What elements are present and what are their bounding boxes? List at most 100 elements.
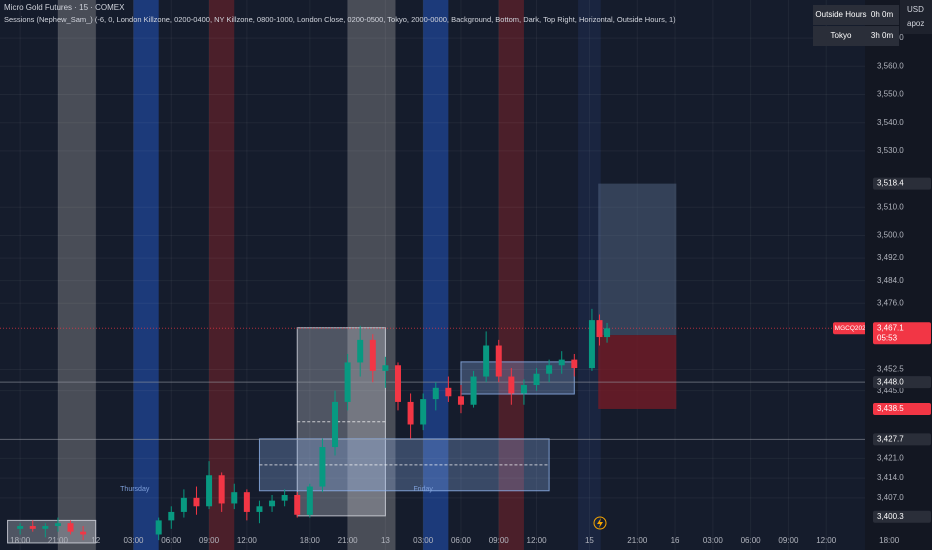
range-box xyxy=(460,361,575,395)
price-badge xyxy=(873,402,931,415)
background-layer xyxy=(0,0,865,550)
price-badge xyxy=(873,177,931,190)
x-tick-label: 21:00 xyxy=(48,536,69,545)
x-tick-label: 16 xyxy=(671,536,680,545)
candle-body xyxy=(319,447,326,487)
table-cell: Tokyo xyxy=(831,31,852,40)
x-tick-label: 12:00 xyxy=(816,536,837,545)
y-tick-label: 3,414.0 xyxy=(877,473,904,482)
price-badge-label: 3,448.0 xyxy=(877,377,904,386)
candle-body xyxy=(193,497,200,507)
session-band xyxy=(423,0,449,550)
symbol-label: MGCQ2025 xyxy=(835,325,870,332)
x-tick-label: 18:00 xyxy=(879,536,900,545)
x-tick-label: 12:00 xyxy=(527,536,548,545)
candle-body xyxy=(306,486,313,515)
y-tick-label: 3,452.5 xyxy=(877,365,904,374)
x-tick-label: 21:00 xyxy=(338,536,359,545)
last-price-badge xyxy=(873,322,931,345)
candle-body xyxy=(243,492,250,512)
candle-body xyxy=(470,376,477,405)
price-axis xyxy=(865,0,932,550)
symbol-badge xyxy=(833,322,871,335)
candle-body xyxy=(495,345,502,377)
x-tick-label: 09:00 xyxy=(778,536,799,545)
x-tick-label: 09:00 xyxy=(199,536,220,545)
day-label: Thursday xyxy=(120,486,150,493)
session-band xyxy=(209,0,235,550)
candle-body xyxy=(17,526,24,529)
lightning-icon[interactable] xyxy=(593,516,607,530)
currency-box[interactable] xyxy=(900,0,932,34)
candle-body xyxy=(332,401,339,448)
y-tick-label: 3,476.0 xyxy=(877,298,904,307)
candle-body xyxy=(445,387,452,397)
x-tick-label: 06:00 xyxy=(161,536,182,545)
table-row xyxy=(813,5,899,25)
candle-body xyxy=(256,506,263,512)
last-price-label: 3,467.1 xyxy=(877,323,904,332)
session-table: Outside Hours 0h 0m Tokyo 3h 0m xyxy=(813,5,899,46)
x-tick-label: 18:00 xyxy=(10,536,31,545)
y-tick-label: 3,510.0 xyxy=(877,202,904,211)
table-cell: 3h 0m xyxy=(871,31,894,40)
price-badge-label: 3,427.7 xyxy=(877,435,904,444)
table-row xyxy=(813,26,899,46)
candle-body xyxy=(42,526,49,529)
candle-body xyxy=(231,492,238,504)
x-tick-label: 12:00 xyxy=(237,536,258,545)
candle-body xyxy=(457,396,464,405)
price-badge xyxy=(873,433,931,446)
chart-title: Micro Gold Futures · 15 · COMEX xyxy=(4,3,125,12)
price-badge-label: 3,518.4 xyxy=(877,179,904,188)
candle-body xyxy=(218,475,225,504)
candle-body xyxy=(483,345,490,377)
countdown: 05:53 xyxy=(877,333,898,342)
y-tick-label: 3,560.0 xyxy=(877,61,904,70)
price-badge xyxy=(873,376,931,389)
session-band xyxy=(133,0,159,550)
price-badge-label: 3,400.3 xyxy=(877,512,904,521)
x-tick-label: 12 xyxy=(91,536,100,545)
y-tick-label: 3,445.0 xyxy=(877,386,904,395)
candle-body xyxy=(604,328,611,338)
candle-body xyxy=(281,495,288,501)
price-badge-label: 3,438.5 xyxy=(877,404,904,413)
candle-body xyxy=(558,359,565,366)
y-tick-label: 3,484.0 xyxy=(877,276,904,285)
candle-body xyxy=(369,339,376,371)
y-tick-label: 3,530.0 xyxy=(877,146,904,155)
candle-body xyxy=(382,365,389,371)
candle-body xyxy=(269,500,276,507)
y-tick-label: 3,421.0 xyxy=(877,453,904,462)
candle-body xyxy=(508,376,515,394)
user: apoz xyxy=(907,19,924,28)
candle-body xyxy=(206,475,213,507)
table-cell: 0h 0m xyxy=(871,10,894,19)
x-tick-label: 15 xyxy=(585,536,594,545)
x-tick-label: 21:00 xyxy=(627,536,648,545)
currency: USD xyxy=(907,5,924,14)
candle-body xyxy=(180,497,187,512)
session-band xyxy=(347,0,396,550)
candle-body xyxy=(546,365,553,374)
candle-body xyxy=(432,387,439,400)
candle-body xyxy=(533,373,540,385)
candle-body xyxy=(155,520,162,535)
session-band xyxy=(498,0,524,550)
x-tick-label: 03:00 xyxy=(123,536,144,545)
y-tick-label: 3,407.0 xyxy=(877,493,904,502)
y-tick-label: 3,500.0 xyxy=(877,231,904,240)
candle-body xyxy=(80,531,87,535)
candle-body xyxy=(54,523,61,527)
candle-body xyxy=(168,511,175,521)
x-tick-label: 09:00 xyxy=(489,536,510,545)
range-box xyxy=(7,519,97,544)
y-tick-label: 3,492.0 xyxy=(877,253,904,262)
candle-body xyxy=(394,365,401,402)
x-tick-label: 06:00 xyxy=(741,536,762,545)
y-tick-label: 3,550.0 xyxy=(877,90,904,99)
session-band xyxy=(578,0,601,550)
